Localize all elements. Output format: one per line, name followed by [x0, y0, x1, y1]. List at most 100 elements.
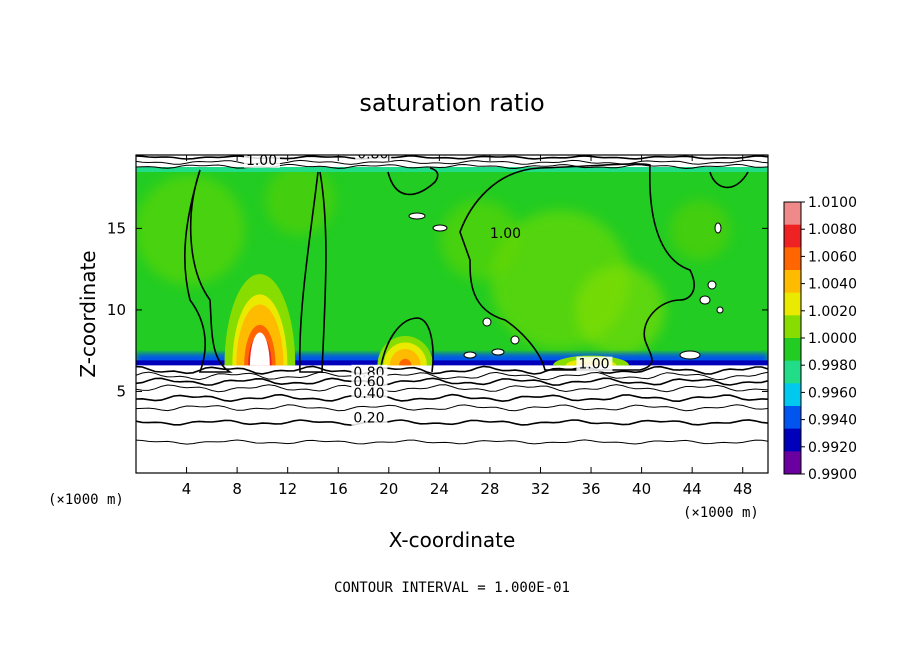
contour-loop [459, 163, 695, 371]
contour-line [136, 439, 768, 445]
contour-lines [136, 155, 768, 445]
colorbar-label: 1.0020 [808, 304, 857, 320]
contour-speck [716, 306, 724, 314]
x-tick-label: 28 [480, 480, 499, 498]
contour-label: 0.80 [357, 146, 388, 162]
contour-label: 1.00 [578, 357, 609, 373]
contour-line [136, 384, 768, 393]
contour-speck [432, 224, 448, 232]
plot-area: 1.00 0.801.001.000.800.600.400.20 [136, 146, 768, 473]
x-axis-ticks: 4 8 12 16 20 24 28 32 36 40 44 48 [182, 155, 752, 498]
field-variation [440, 200, 520, 280]
x-tick-label: 8 [232, 480, 242, 498]
contour-line-top [136, 159, 768, 165]
x-axis-unit-right: (×1000 m) [683, 505, 759, 521]
colorbar-swatch [784, 315, 801, 339]
contour-label: 0.20 [353, 410, 384, 426]
contour-label-bg [351, 374, 388, 390]
contour-label: 0.40 [353, 386, 384, 402]
colorbar-label: 1.0000 [808, 331, 857, 347]
cloud-dome-level [402, 362, 409, 366]
y-tick-label: 10 [107, 301, 126, 319]
contour-loop [379, 317, 434, 373]
colorbar-swatches [784, 202, 801, 475]
contour-labels: 1.00 0.801.001.000.800.600.400.20 [243, 146, 613, 426]
colorbar-swatch [784, 247, 801, 271]
x-tick-label: 20 [379, 480, 398, 498]
upper-band-edge [136, 167, 768, 172]
colorbar-swatch [784, 270, 801, 294]
colorbar-label: 0.9900 [808, 467, 857, 483]
contour-speck [408, 212, 426, 220]
cloud-core [249, 332, 270, 366]
contour-speck [510, 335, 520, 345]
contour-line [136, 371, 768, 381]
contour-label: 1.00 [490, 226, 521, 242]
field-variation [670, 200, 730, 260]
contour-label: 1.00 [246, 153, 277, 169]
contour-label-bg [351, 385, 388, 401]
x-tick-label: 32 [531, 480, 550, 498]
contour-speck [699, 295, 711, 305]
contour-line-top [136, 155, 768, 160]
colorbar-labels: 1.0100 1.0080 1.0060 1.0040 1.0020 1.0000 0.99… [801, 195, 857, 483]
colorbar-swatch [784, 338, 801, 362]
colorbar-label: 1.0100 [808, 195, 857, 211]
x-axis-label: X-coordinate [389, 528, 516, 552]
y-axis-ticks: 5 10 15 [107, 219, 768, 400]
contour-line-top [136, 163, 768, 170]
contour-label-bg [351, 410, 388, 426]
x-tick-label: 40 [632, 480, 651, 498]
colorbar-swatch [784, 360, 801, 384]
x-tick-label: 4 [182, 480, 192, 498]
colorbar-label: 1.0060 [808, 249, 857, 265]
contour-loop [387, 167, 439, 196]
colorbar-swatch [784, 406, 801, 430]
y-tick-label: 15 [107, 219, 126, 237]
dry-layer [136, 365, 768, 473]
x-tick-label: 16 [329, 480, 348, 498]
contour-loop [709, 171, 749, 189]
contour-speck [491, 348, 505, 356]
contour-interval-note: CONTOUR INTERVAL = 1.000E-01 [334, 580, 570, 596]
colorbar-swatch [784, 428, 801, 452]
colorbar-label: 0.9920 [808, 440, 857, 456]
contour-line [136, 377, 768, 387]
x-tick-label: 44 [683, 480, 702, 498]
contour-speck [707, 280, 717, 290]
colorbar-swatch [784, 451, 801, 475]
contour-speck [482, 317, 492, 327]
contour-line [136, 404, 768, 412]
colorbar-swatch [784, 292, 801, 316]
colorbar-swatch [784, 383, 801, 407]
colorbar-label: 0.9980 [808, 358, 857, 374]
contour-label-bg [243, 155, 280, 168]
chart-title: saturation ratio [359, 89, 544, 117]
colorbar-swatch [784, 202, 801, 226]
contour-label-bg [355, 155, 392, 162]
colorbar-swatch [784, 224, 801, 248]
colorbar-label: 1.0040 [808, 277, 857, 293]
contour-speck [714, 222, 722, 234]
saturation-field [136, 155, 768, 473]
x-tick-label: 48 [733, 480, 752, 498]
contour-line [136, 393, 768, 403]
plot-frame [135, 154, 769, 474]
colorbar-label: 0.9940 [808, 413, 857, 429]
contour-loop [184, 169, 233, 373]
contour-line [136, 365, 768, 375]
x-tick-label: 36 [581, 480, 600, 498]
contour-line [136, 419, 768, 426]
field-variation [575, 265, 665, 355]
x-axis-unit-left: (×1000 m) [48, 492, 124, 508]
colorbar-label: 1.0080 [808, 222, 857, 238]
y-tick-label: 5 [116, 382, 126, 400]
y-axis-label: Z-coordinate [76, 250, 100, 377]
contour-label-bg [576, 356, 613, 372]
colorbar-label: 0.9960 [808, 385, 857, 401]
subsaturated-base [136, 360, 768, 367]
x-tick-label: 12 [278, 480, 297, 498]
contour-speck [463, 351, 477, 359]
colorbar: 1.0100 1.0080 1.0060 1.0040 1.0020 1.0000 0.99… [783, 195, 857, 483]
